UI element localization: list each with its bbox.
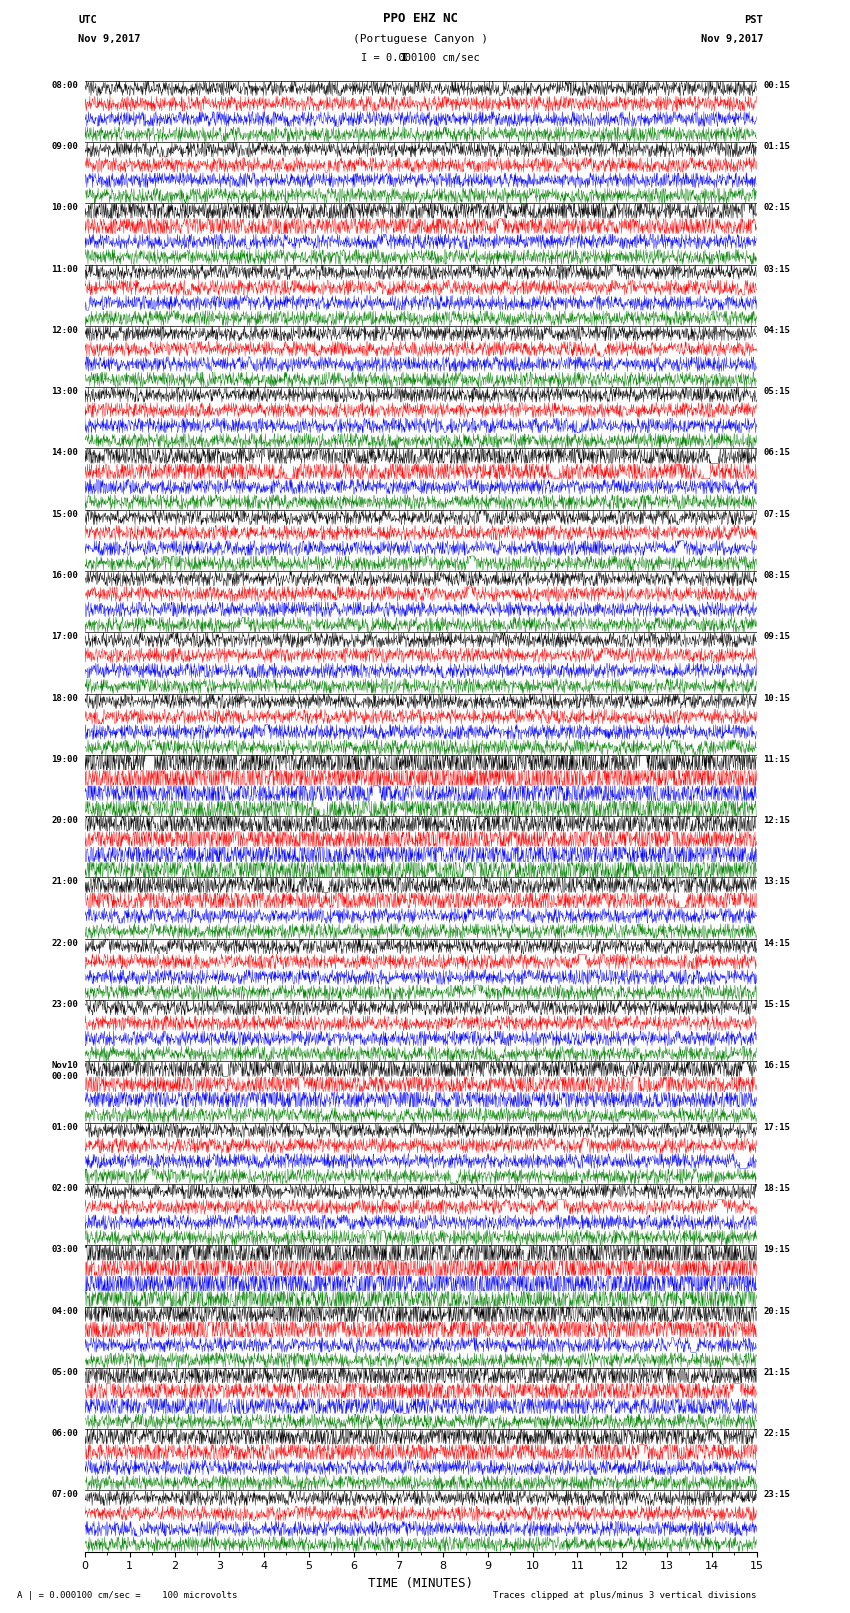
Text: 10:15: 10:15 (763, 694, 791, 703)
Text: 13:15: 13:15 (763, 877, 791, 887)
Text: 08:00: 08:00 (51, 81, 78, 90)
Text: 21:15: 21:15 (763, 1368, 791, 1378)
Text: 11:15: 11:15 (763, 755, 791, 765)
Text: 20:00: 20:00 (51, 816, 78, 826)
Text: 20:15: 20:15 (763, 1307, 791, 1316)
Text: 10:00: 10:00 (51, 203, 78, 213)
Text: 08:15: 08:15 (763, 571, 791, 581)
Text: 15:00: 15:00 (51, 510, 78, 519)
Text: 22:15: 22:15 (763, 1429, 791, 1439)
Text: 21:00: 21:00 (51, 877, 78, 887)
Text: PST: PST (745, 15, 763, 24)
Text: PPO EHZ NC: PPO EHZ NC (383, 11, 458, 24)
Text: 09:00: 09:00 (51, 142, 78, 152)
Text: 18:15: 18:15 (763, 1184, 791, 1194)
Text: Nov 9,2017: Nov 9,2017 (78, 34, 141, 44)
Text: 15:15: 15:15 (763, 1000, 791, 1010)
Text: 14:15: 14:15 (763, 939, 791, 948)
Text: 11:00: 11:00 (51, 265, 78, 274)
Text: 17:00: 17:00 (51, 632, 78, 642)
Text: Nov10
00:00: Nov10 00:00 (51, 1061, 78, 1081)
Text: 02:15: 02:15 (763, 203, 791, 213)
Text: 02:00: 02:00 (51, 1184, 78, 1194)
Text: 19:00: 19:00 (51, 755, 78, 765)
Text: 12:15: 12:15 (763, 816, 791, 826)
Text: 13:00: 13:00 (51, 387, 78, 397)
Text: I = 0.000100 cm/sec: I = 0.000100 cm/sec (361, 53, 480, 63)
Text: Traces clipped at plus/minus 3 vertical divisions: Traces clipped at plus/minus 3 vertical … (493, 1590, 756, 1600)
Text: 06:15: 06:15 (763, 448, 791, 458)
Text: 05:15: 05:15 (763, 387, 791, 397)
Text: 03:00: 03:00 (51, 1245, 78, 1255)
Text: 22:00: 22:00 (51, 939, 78, 948)
Text: 04:00: 04:00 (51, 1307, 78, 1316)
Text: 23:15: 23:15 (763, 1490, 791, 1500)
Text: 23:00: 23:00 (51, 1000, 78, 1010)
Text: 05:00: 05:00 (51, 1368, 78, 1378)
Text: 17:15: 17:15 (763, 1123, 791, 1132)
Text: 14:00: 14:00 (51, 448, 78, 458)
Text: UTC: UTC (78, 15, 97, 24)
Text: 07:15: 07:15 (763, 510, 791, 519)
Text: 16:15: 16:15 (763, 1061, 791, 1071)
Text: 04:15: 04:15 (763, 326, 791, 336)
Text: 12:00: 12:00 (51, 326, 78, 336)
Text: 19:15: 19:15 (763, 1245, 791, 1255)
Text: 03:15: 03:15 (763, 265, 791, 274)
Text: 01:15: 01:15 (763, 142, 791, 152)
Text: 18:00: 18:00 (51, 694, 78, 703)
Text: (Portuguese Canyon ): (Portuguese Canyon ) (354, 34, 488, 44)
Text: Nov 9,2017: Nov 9,2017 (700, 34, 763, 44)
Text: 07:00: 07:00 (51, 1490, 78, 1500)
Text: 00:15: 00:15 (763, 81, 791, 90)
X-axis label: TIME (MINUTES): TIME (MINUTES) (368, 1578, 473, 1590)
Text: 09:15: 09:15 (763, 632, 791, 642)
Text: 01:00: 01:00 (51, 1123, 78, 1132)
Text: 16:00: 16:00 (51, 571, 78, 581)
Text: I: I (400, 53, 407, 63)
Text: A | = 0.000100 cm/sec =    100 microvolts: A | = 0.000100 cm/sec = 100 microvolts (17, 1590, 237, 1600)
Text: 06:00: 06:00 (51, 1429, 78, 1439)
